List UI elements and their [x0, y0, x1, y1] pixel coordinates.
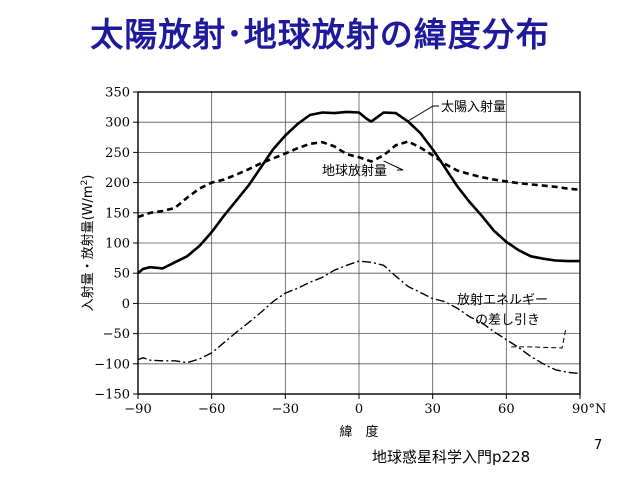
chart-grid	[137, 91, 581, 395]
x-tick-label: −60	[198, 402, 225, 417]
y-tick-label: −100	[94, 357, 130, 372]
y-tick-label: 200	[105, 176, 130, 191]
y-tick-label: 300	[105, 116, 130, 131]
x-tick-label: 0	[355, 402, 363, 417]
y-tick-label: 350	[105, 86, 130, 101]
y-tick-label: 150	[105, 206, 130, 221]
y-tick-label: −50	[103, 327, 130, 342]
series-line-3	[137, 260, 581, 375]
series-label: の差し引き	[475, 313, 540, 328]
plot-frame	[137, 91, 581, 395]
x-tick-label: −30	[272, 402, 299, 417]
series-label-leader	[511, 327, 567, 349]
x-tick-label: 30	[424, 402, 441, 417]
y-tick-label: 0	[122, 297, 130, 312]
y-tick-label: −150	[94, 388, 130, 403]
series-label: 地球放射量	[322, 163, 387, 179]
series-label: 放射エネルギー	[457, 292, 548, 308]
series-label: 太陽入射量	[441, 99, 506, 115]
x-tick-label: −90	[124, 402, 151, 417]
series-line-2	[137, 140, 581, 219]
y-tick-label: 250	[105, 146, 130, 161]
x-tick-label: 60	[498, 402, 515, 417]
x-tick-label: 90°N	[572, 402, 606, 417]
y-axis-label: 入射量・放射量(W/m2)	[80, 175, 96, 312]
x-axis-label: 緯 度	[339, 424, 378, 440]
slide-title: 太陽放射･地球放射の緯度分布	[90, 15, 550, 54]
source-citation: 地球惑星科学入門p228	[372, 448, 531, 466]
series-label-leader	[383, 160, 404, 171]
series-line-1	[137, 110, 580, 275]
page-number: 7	[594, 438, 603, 453]
series-label-leader	[407, 105, 439, 122]
chart-series	[137, 110, 581, 375]
y-tick-label: 50	[113, 267, 130, 282]
y-tick-label: 100	[105, 237, 130, 252]
